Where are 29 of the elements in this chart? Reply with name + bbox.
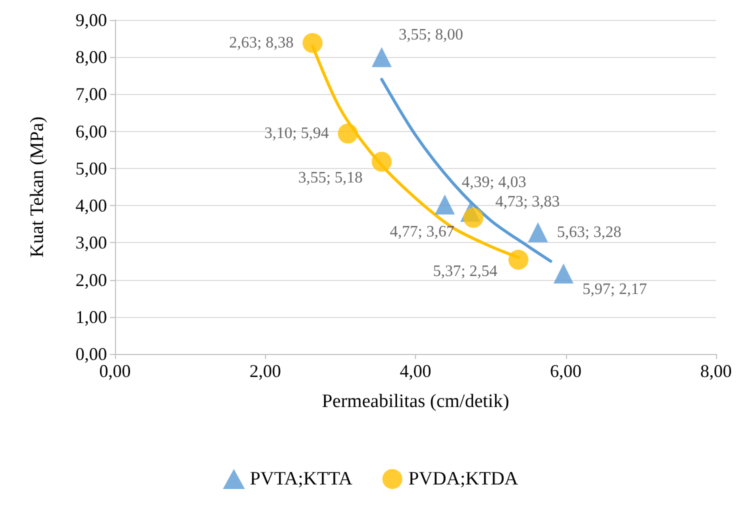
data-label: 4,77; 3,67 [390, 223, 454, 240]
x-tick-label: 8,00 [700, 361, 732, 381]
y-tick-label: 8,00 [76, 47, 107, 68]
legend-label: PVDA;KTDA [408, 468, 518, 490]
x-tick-label: 4,00 [400, 361, 432, 381]
data-label: 3,10; 5,94 [264, 125, 329, 142]
y-tick-label: 6,00 [76, 121, 107, 142]
y-tick-label: 5,00 [76, 158, 107, 178]
y-tick-label: 4,00 [76, 196, 107, 216]
data-label: 3,55; 5,18 [298, 169, 363, 186]
data-label: 5,97; 2,17 [582, 280, 647, 298]
x-axis-title: Permeabilitas (cm/detik) [322, 391, 510, 412]
data-label: 5,63; 3,28 [556, 224, 622, 241]
legend-label: PVTA;KTTA [250, 468, 353, 490]
data-label: 2,63; 8,38 [229, 34, 294, 52]
y-tick-label: 0,00 [76, 344, 107, 364]
y-tick-label: 7,00 [76, 84, 107, 104]
data-label: 3,55; 8,00 [398, 26, 464, 44]
x-tick-label: 2,00 [250, 361, 281, 381]
x-tick-label: 0,00 [99, 361, 131, 381]
data-label: 4,73; 3,83 [495, 193, 560, 210]
x-tick-label: 6,00 [550, 361, 582, 381]
data-label: 4,39; 4,03 [462, 174, 526, 191]
y-axis-title: Kuat Tekan (MPa) [27, 116, 48, 258]
y-tick-label: 3,00 [76, 232, 107, 253]
data-label: 5,37; 2,54 [432, 263, 498, 280]
y-tick-label: 2,00 [76, 270, 107, 290]
y-tick-label: 9,00 [76, 10, 107, 30]
y-tick-label: 1,00 [76, 306, 107, 327]
